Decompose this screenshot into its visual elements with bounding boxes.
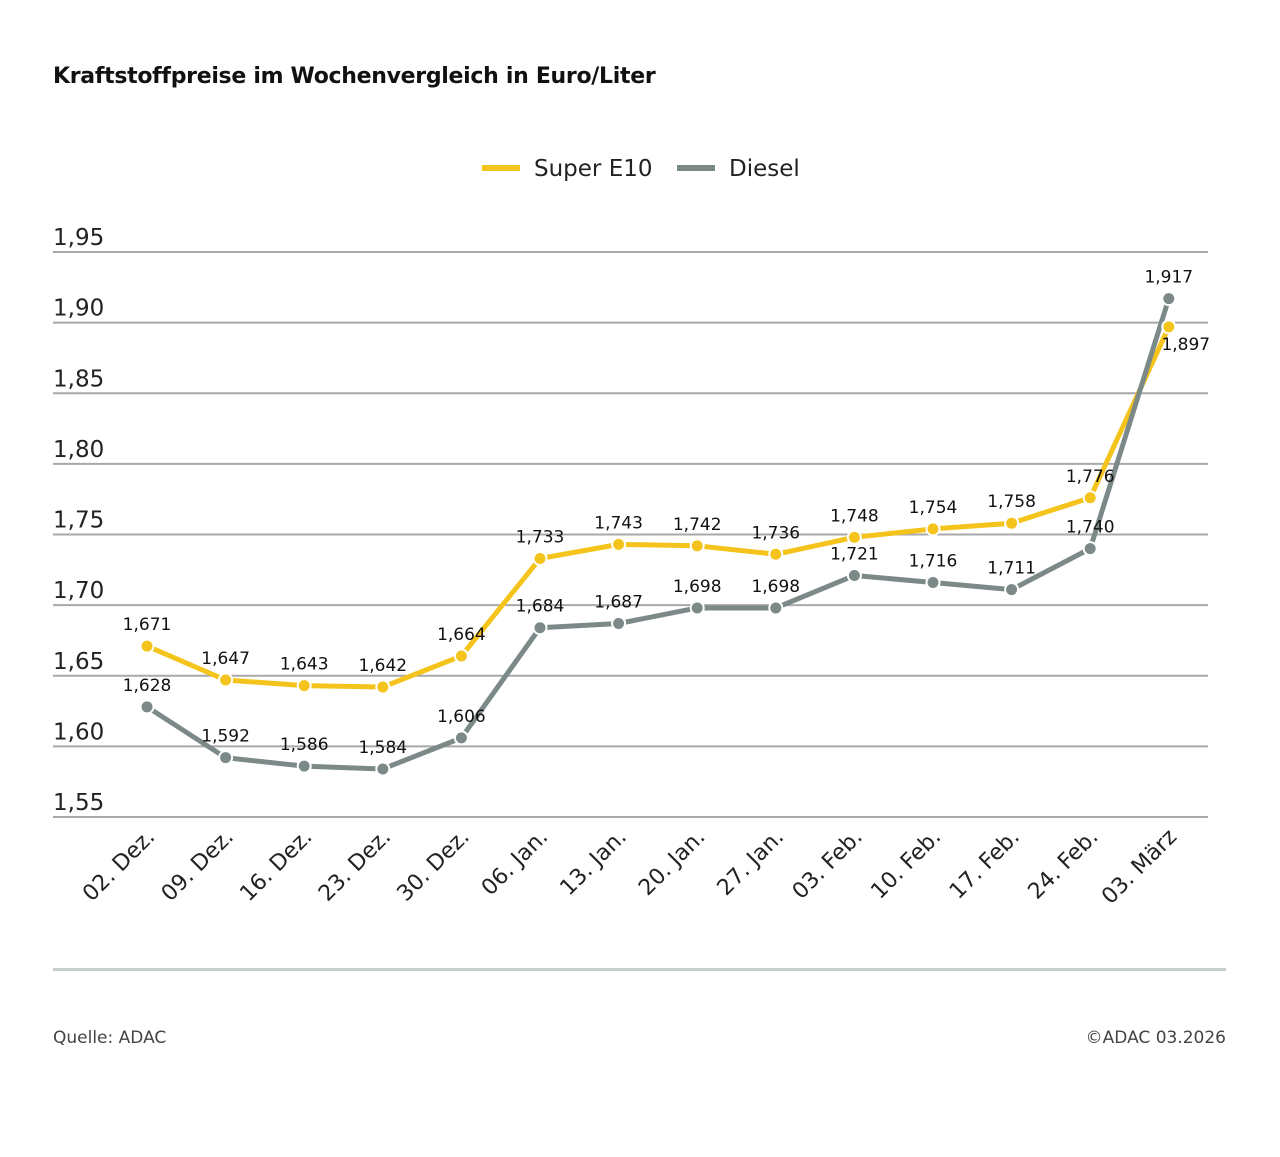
- x-tick-label: 03. Feb.: [788, 825, 868, 905]
- data-point: [296, 678, 312, 694]
- data-label: 1,917: [1144, 268, 1193, 288]
- data-point: [925, 575, 941, 591]
- data-point: [532, 620, 548, 636]
- data-label: 1,698: [673, 577, 722, 597]
- source-text: Quelle: ADAC: [53, 1028, 167, 1048]
- y-tick-label: 1,55: [53, 790, 104, 816]
- legend-label: Super E10: [534, 156, 653, 182]
- x-tick-label: 17. Feb.: [945, 825, 1025, 905]
- data-point: [218, 672, 234, 688]
- x-tick-label: 03. März: [1097, 825, 1182, 910]
- data-point: [1004, 582, 1020, 598]
- series-line-diesel: [145, 297, 1172, 772]
- y-tick-label: 1,80: [53, 437, 104, 463]
- data-point: [768, 546, 784, 562]
- data-point: [139, 699, 155, 715]
- data-point: [689, 538, 705, 554]
- data-label: 1,740: [1066, 518, 1115, 538]
- data-label: 1,592: [201, 727, 250, 747]
- y-tick-label: 1,70: [53, 578, 104, 604]
- x-tick-label: 10. Feb.: [866, 825, 946, 905]
- data-point: [453, 648, 469, 664]
- chart-title: Kraftstoffpreise im Wochenvergleich in E…: [53, 64, 656, 89]
- y-tick-label: 1,65: [53, 649, 104, 675]
- data-label: 1,758: [987, 492, 1036, 512]
- data-label: 1,754: [909, 498, 958, 518]
- x-tick-label: 30. Dez.: [393, 825, 475, 907]
- data-label: 1,628: [123, 676, 172, 696]
- data-label: 1,586: [280, 735, 329, 755]
- data-label: 1,684: [516, 597, 565, 617]
- data-point: [689, 600, 705, 616]
- data-point: [218, 750, 234, 766]
- data-point: [139, 638, 155, 654]
- data-label: 1,687: [594, 592, 643, 612]
- data-label: 1,642: [358, 656, 407, 676]
- data-point: [925, 521, 941, 537]
- data-point: [611, 615, 627, 631]
- x-tick-label: 02. Dez.: [78, 825, 160, 907]
- data-point: [375, 761, 391, 777]
- x-tick-label: 24. Feb.: [1024, 825, 1104, 905]
- data-label: 1,664: [437, 625, 486, 645]
- data-point: [1004, 515, 1020, 531]
- line-chart: 1,55 1,60 1,65 1,70 1,75 1,80 1,85 1,90 1,95 02. …: [53, 156, 1210, 910]
- data-point: [1161, 319, 1177, 335]
- x-tick-label: 06. Jan.: [477, 825, 553, 901]
- x-tick-label: 23. Dez.: [314, 825, 396, 907]
- data-point: [768, 600, 784, 616]
- data-point: [296, 758, 312, 774]
- data-label: 1,897: [1161, 335, 1210, 355]
- data-label: 1,748: [830, 506, 879, 526]
- data-label: 1,647: [201, 649, 250, 669]
- x-tick-label: 20. Jan.: [634, 825, 710, 901]
- x-tick-label: 13. Jan.: [556, 825, 632, 901]
- data-label: 1,716: [909, 552, 958, 572]
- data-label: 1,721: [830, 544, 879, 564]
- data-point: [532, 551, 548, 567]
- data-label: 1,671: [123, 615, 172, 635]
- data-label: 1,698: [751, 577, 800, 597]
- data-label: 1,743: [594, 513, 643, 533]
- data-point: [1082, 541, 1098, 557]
- data-label: 1,733: [516, 528, 565, 548]
- data-point: [1082, 490, 1098, 506]
- divider: [53, 968, 1226, 971]
- legend-label: Diesel: [729, 156, 800, 182]
- x-tick-label: 16. Dez.: [235, 825, 317, 907]
- series-line-super-e10: [146, 325, 1172, 690]
- copyright-text: ©ADAC 03.2026: [1085, 1028, 1226, 1048]
- y-tick-label: 1,85: [53, 366, 104, 392]
- data-point: [1161, 291, 1177, 307]
- data-point: [611, 536, 627, 552]
- data-label: 1,742: [673, 515, 722, 535]
- data-label: 1,643: [280, 655, 329, 675]
- y-tick-label: 1,60: [53, 719, 104, 745]
- data-point: [846, 567, 862, 583]
- data-point: [453, 730, 469, 746]
- data-label: 1,711: [987, 559, 1036, 579]
- y-tick-label: 1,75: [53, 508, 104, 534]
- data-label: 1,606: [437, 707, 486, 727]
- data-label: 1,736: [751, 523, 800, 543]
- x-tick-label: 27. Jan.: [713, 825, 789, 901]
- y-tick-label: 1,95: [53, 225, 104, 251]
- data-point: [375, 679, 391, 695]
- data-label: 1,776: [1066, 467, 1115, 487]
- x-tick-label: 09. Dez.: [157, 825, 239, 907]
- y-tick-label: 1,90: [53, 296, 104, 322]
- data-label: 1,584: [358, 738, 407, 758]
- data-point: [846, 529, 862, 545]
